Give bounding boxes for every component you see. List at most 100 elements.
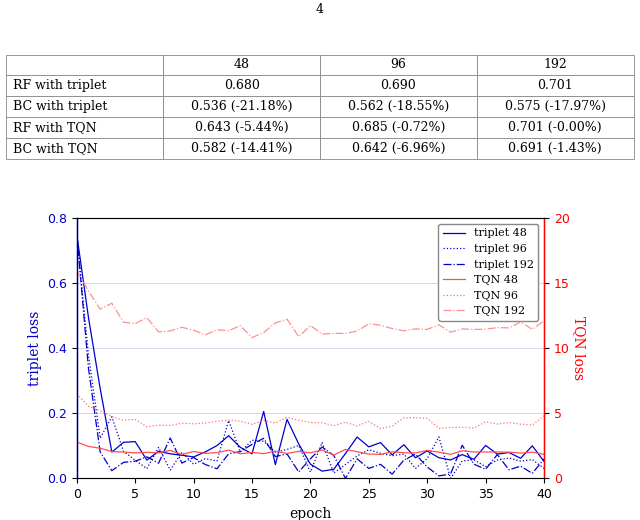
TQN 192	[271, 320, 279, 326]
triplet 192	[84, 365, 92, 371]
triplet 48	[213, 443, 221, 449]
triplet 192	[307, 456, 314, 462]
TQN 96	[73, 391, 81, 397]
triplet 96	[482, 463, 490, 470]
triplet 96	[202, 456, 209, 462]
TQN 96	[529, 422, 536, 428]
TQN 48	[73, 439, 81, 445]
TQN 192	[84, 288, 92, 294]
triplet 96	[284, 446, 291, 452]
TQN 96	[435, 425, 443, 432]
triplet 48	[284, 417, 291, 423]
TQN 96	[271, 420, 279, 426]
triplet 96	[353, 453, 361, 459]
TQN 192	[458, 326, 466, 332]
TQN 96	[482, 419, 490, 425]
TQN 96	[189, 421, 197, 427]
TQN 192	[376, 322, 384, 328]
TQN 48	[155, 450, 163, 456]
TQN 48	[330, 452, 338, 458]
triplet 48	[424, 448, 431, 454]
triplet 48	[96, 385, 104, 392]
Line: TQN 96: TQN 96	[77, 394, 544, 428]
triplet 192	[260, 435, 268, 441]
triplet 48	[470, 456, 477, 462]
TQN 48	[318, 447, 326, 453]
TQN 48	[213, 449, 221, 456]
triplet 96	[131, 457, 139, 463]
TQN 48	[189, 448, 197, 454]
triplet 96	[342, 461, 349, 467]
triplet 192	[470, 461, 477, 467]
triplet 96	[237, 449, 244, 455]
triplet 96	[143, 465, 151, 472]
TQN 192	[155, 329, 163, 335]
TQN 96	[143, 424, 151, 430]
triplet 48	[237, 444, 244, 450]
triplet 48	[166, 451, 174, 457]
TQN 96	[447, 424, 454, 431]
triplet 192	[505, 466, 513, 473]
triplet 96	[307, 469, 314, 475]
triplet 96	[365, 447, 372, 453]
triplet 192	[271, 453, 279, 460]
triplet 48	[365, 444, 372, 450]
triplet 192	[178, 460, 186, 466]
triplet 48	[517, 455, 525, 461]
triplet 192	[447, 471, 454, 477]
TQN 96	[225, 417, 232, 423]
triplet 96	[400, 451, 408, 457]
triplet 192	[284, 451, 291, 457]
TQN 48	[248, 449, 256, 456]
triplet 48	[143, 457, 151, 463]
TQN 48	[376, 451, 384, 458]
Legend: triplet 48, triplet 96, triplet 192, TQN 48, TQN 96, TQN 192: triplet 48, triplet 96, triplet 192, TQN…	[438, 224, 538, 321]
TQN 192	[529, 326, 536, 332]
triplet 192	[412, 451, 419, 457]
triplet 48	[131, 438, 139, 445]
TQN 48	[342, 446, 349, 452]
triplet 48	[376, 439, 384, 446]
TQN 48	[540, 451, 548, 458]
triplet 192	[237, 448, 244, 454]
triplet 96	[493, 457, 501, 463]
triplet 48	[482, 443, 490, 449]
TQN 192	[237, 322, 244, 329]
triplet 48	[225, 433, 232, 439]
TQN 192	[400, 328, 408, 334]
triplet 192	[458, 442, 466, 448]
TQN 96	[330, 423, 338, 429]
triplet 96	[330, 470, 338, 476]
TQN 96	[412, 414, 419, 421]
triplet 96	[248, 437, 256, 444]
TQN 192	[143, 315, 151, 321]
triplet 48	[307, 461, 314, 467]
triplet 192	[202, 461, 209, 467]
triplet 96	[318, 439, 326, 446]
triplet 192	[342, 475, 349, 482]
TQN 48	[166, 447, 174, 453]
TQN 96	[517, 421, 525, 427]
triplet 192	[131, 458, 139, 464]
TQN 96	[424, 415, 431, 421]
triplet 48	[435, 454, 443, 461]
triplet 192	[213, 465, 221, 472]
TQN 96	[84, 403, 92, 409]
triplet 96	[458, 458, 466, 464]
TQN 48	[447, 451, 454, 458]
triplet 96	[155, 444, 163, 450]
TQN 96	[493, 421, 501, 427]
triplet 192	[365, 465, 372, 472]
TQN 192	[225, 328, 232, 334]
triplet 48	[400, 441, 408, 448]
TQN 192	[131, 320, 139, 327]
Line: triplet 192: triplet 192	[77, 235, 544, 478]
triplet 192	[120, 459, 127, 465]
TQN 48	[271, 448, 279, 454]
TQN 48	[131, 450, 139, 456]
TQN 192	[307, 322, 314, 329]
X-axis label: epoch: epoch	[289, 506, 332, 520]
TQN 48	[84, 444, 92, 450]
triplet 192	[318, 444, 326, 450]
triplet 192	[435, 473, 443, 479]
